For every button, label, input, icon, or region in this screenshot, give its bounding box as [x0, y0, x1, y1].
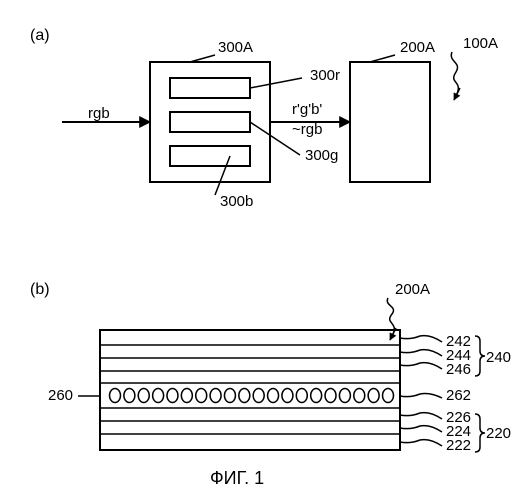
- bracket-220: [475, 414, 485, 452]
- leader-l242: [400, 336, 442, 342]
- panel-b-ellipse-19: [383, 389, 394, 403]
- label-220: 220: [486, 425, 511, 442]
- panel-a-inner-box-1: [170, 112, 250, 132]
- bracket-240: [475, 336, 485, 376]
- label-300A: 300A: [218, 39, 253, 56]
- leader-to200A: [370, 55, 395, 62]
- label-rgb: rgb: [88, 105, 110, 122]
- panel-b-ellipse-3: [153, 389, 164, 403]
- leader-l224: [400, 426, 442, 432]
- label-246: 246: [446, 361, 471, 378]
- panel-b-ellipse-5: [181, 389, 192, 403]
- label-222: 222: [446, 437, 471, 454]
- leader-l262: [400, 394, 442, 399]
- label-rgbp: r'g'b': [292, 101, 322, 118]
- label-300g: 300g: [305, 147, 338, 164]
- label-100A: 100A: [463, 35, 498, 52]
- label-200A-a: 200A: [400, 39, 435, 56]
- panel-b-ellipse-7: [210, 389, 221, 403]
- label-262: 262: [446, 387, 471, 404]
- panel-b-ellipse-1: [124, 389, 135, 403]
- figure-caption: ФИГ. 1: [210, 468, 264, 488]
- panel-b-ellipse-12: [282, 389, 293, 403]
- panel-b-ellipse-18: [368, 389, 379, 403]
- panel-b-ellipse-8: [224, 389, 235, 403]
- panel-b-ellipse-10: [253, 389, 264, 403]
- panel-a-tag: (a): [30, 27, 50, 44]
- panel-b-tag: (b): [30, 281, 50, 298]
- label-tilde-rgb: ~rgb: [292, 121, 322, 138]
- panel-b-ellipse-13: [296, 389, 307, 403]
- panel-b-ellipse-16: [339, 389, 350, 403]
- panel-b-ellipse-11: [268, 389, 279, 403]
- leader-to300r: [250, 78, 302, 88]
- panel-b-ellipse-6: [196, 389, 207, 403]
- panel-b-ellipse-14: [311, 389, 322, 403]
- leader-l222: [400, 440, 442, 446]
- label-200A-b: 200A: [395, 281, 430, 298]
- panel-b-ellipse-15: [325, 389, 336, 403]
- panel-b-ellipse-17: [354, 389, 365, 403]
- panel-a-inner-box-0: [170, 78, 250, 98]
- panel-a-main-box: [150, 62, 270, 182]
- panel-a-right-box: [350, 62, 430, 182]
- leader-l226: [400, 413, 442, 419]
- leader-l244: [400, 350, 442, 356]
- panel-b-ellipse-2: [138, 389, 149, 403]
- label-260: 260: [48, 387, 73, 404]
- leader-to300b: [215, 156, 230, 195]
- leader-l246: [400, 363, 442, 369]
- panel-b-ellipse-9: [239, 389, 250, 403]
- label-240: 240: [486, 349, 511, 366]
- panel-b-ellipse-4: [167, 389, 178, 403]
- squiggle-100A: [451, 52, 458, 96]
- panel-b-ellipse-0: [110, 389, 121, 403]
- leader-to300A: [190, 55, 215, 62]
- label-300b: 300b: [220, 193, 253, 210]
- panel-a-inner-box-2: [170, 146, 250, 166]
- label-300r: 300r: [310, 67, 340, 84]
